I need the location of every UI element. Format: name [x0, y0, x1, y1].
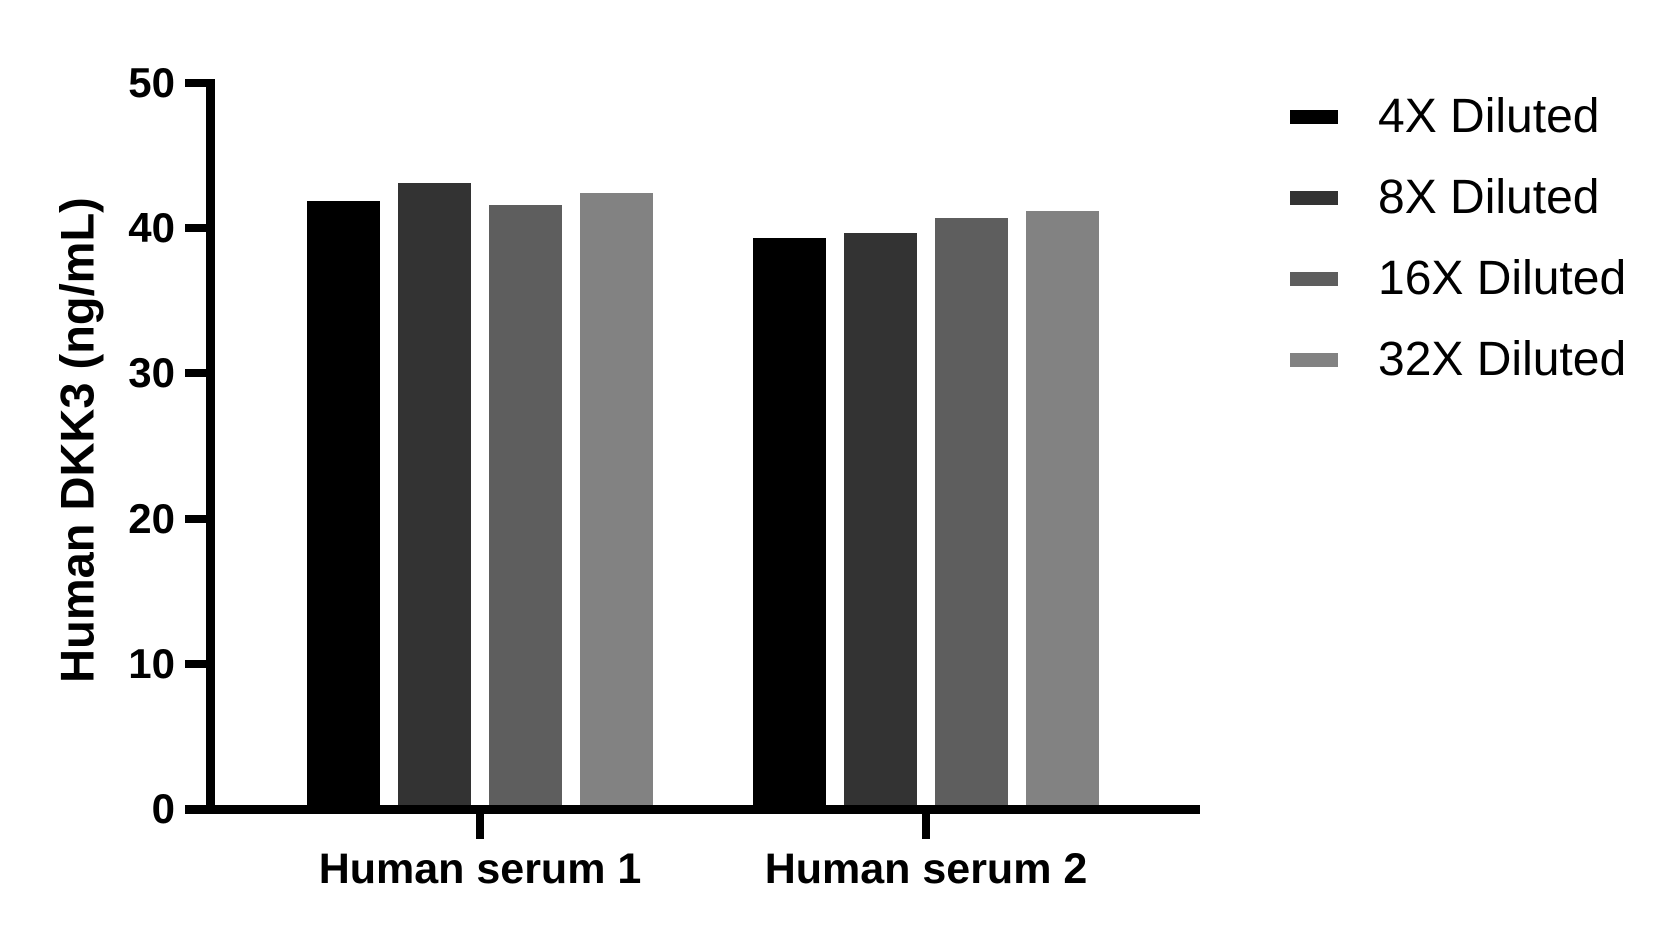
y-axis-tick-label-10: 10 — [128, 639, 175, 687]
y-axis-title: Human DKK3 (ng/mL) — [50, 197, 104, 683]
y-axis-tick-label-40: 40 — [128, 204, 175, 252]
y-axis-tick-label-30: 30 — [128, 349, 175, 397]
y-axis-tick-40 — [185, 224, 210, 233]
bar-4x-diluted-human-serum-1 — [307, 200, 380, 811]
legend-swatch-32x-diluted — [1290, 353, 1338, 367]
bar-32x-diluted-human-serum-1 — [580, 193, 653, 811]
bar-8x-diluted-human-serum-2 — [844, 232, 917, 811]
x-axis-tick-human-serum-1 — [476, 814, 484, 839]
y-axis-tick-label-50: 50 — [128, 59, 175, 106]
y-axis-line — [206, 79, 215, 814]
legend-swatch-8x-diluted — [1290, 191, 1338, 205]
legend-swatch-16x-diluted — [1290, 272, 1338, 286]
y-axis-tick-30 — [185, 369, 210, 378]
legend-label-32x-diluted: 32X Diluted — [1378, 333, 1627, 386]
bar-4x-diluted-human-serum-2 — [753, 238, 826, 811]
y-axis-tick-20 — [185, 514, 210, 523]
x-axis-label-human-serum-2: Human serum 2 — [764, 845, 1088, 893]
bar-16x-diluted-human-serum-2 — [935, 218, 1008, 811]
y-axis-tick-label-20: 20 — [128, 494, 175, 542]
bar-8x-diluted-human-serum-1 — [398, 183, 471, 811]
legend-label-16x-diluted: 16X Diluted — [1378, 252, 1627, 305]
x-axis-line — [185, 805, 1200, 814]
legend-label-8x-diluted: 8X Diluted — [1378, 171, 1600, 224]
legend-label-4x-diluted: 4X Diluted — [1378, 90, 1600, 143]
x-axis-tick-human-serum-2 — [922, 814, 930, 839]
y-axis-tick-label-0: 0 — [151, 785, 175, 832]
bar-16x-diluted-human-serum-1 — [489, 204, 562, 811]
y-axis-tick-10 — [185, 659, 210, 668]
legend-swatch-4x-diluted — [1290, 110, 1338, 124]
x-axis-label-human-serum-1: Human serum 1 — [318, 845, 642, 893]
y-axis-tick-50 — [185, 79, 210, 87]
bar-32x-diluted-human-serum-2 — [1026, 210, 1099, 811]
